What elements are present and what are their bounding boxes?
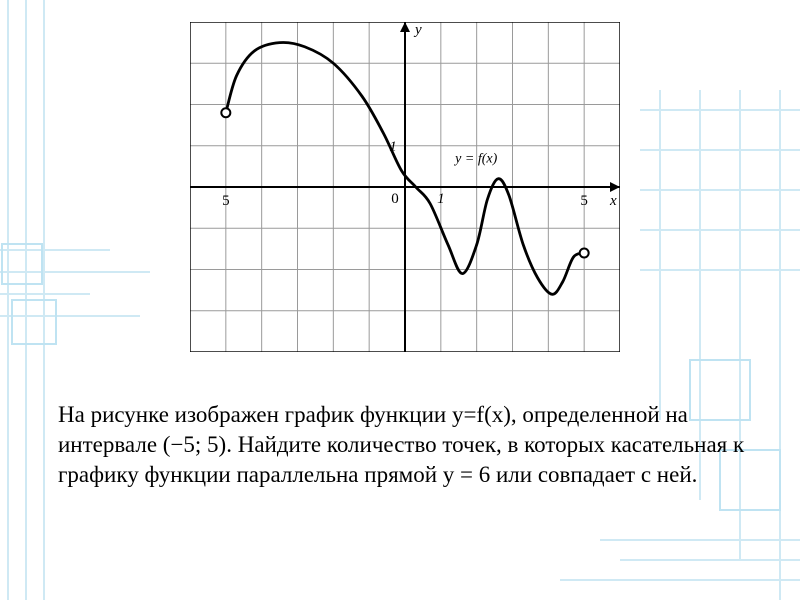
svg-text:x: x [609, 193, 617, 209]
svg-text:y: y [413, 22, 422, 38]
svg-text:5: 5 [580, 193, 588, 209]
svg-text:0: 0 [391, 191, 399, 207]
svg-text:y = f(x): y = f(x) [453, 151, 497, 166]
problem-text: На рисунке изображен график функции y=f(… [58, 400, 760, 490]
svg-text:5: 5 [222, 193, 230, 209]
function-chart: 110xy55y = f(x) [190, 22, 620, 352]
svg-text:1: 1 [437, 191, 445, 207]
